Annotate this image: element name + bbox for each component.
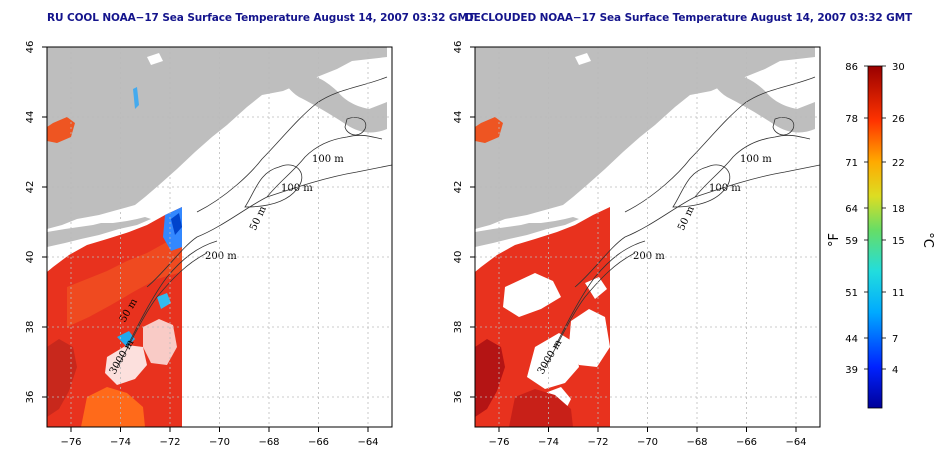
colorbar-fahrenheit-tick-label: 51: [845, 288, 858, 299]
right-lat-tick-label: 36: [453, 391, 464, 404]
fahrenheit-unit-label: °F: [827, 233, 842, 247]
right-sst-swath: [475, 53, 610, 427]
right-lon-tick-label: −76: [488, 437, 509, 448]
left-lat-tick-label: 44: [25, 111, 36, 124]
left-contour-label-100m-a: 100 m: [312, 154, 344, 165]
colorbar-fahrenheit-tick-label: 78: [845, 114, 858, 125]
colorbar-celsius-tick-label: 7: [892, 334, 898, 345]
colorbar-celsius-tick-label: 30: [892, 62, 905, 73]
right-lat-tick-label: 40: [453, 251, 464, 264]
right-graticule: [475, 46, 820, 427]
right-map-title: DECLOUDED NOAA−17 Sea Surface Temperatur…: [465, 12, 913, 24]
right-lat-tick-label: 38: [453, 321, 464, 334]
left-lon-ticks: −76 −74 −72 −70 −68 −66 −64: [60, 427, 379, 448]
right-lon-tick-label: −74: [538, 437, 559, 448]
colorbar-celsius-tick-label: 26: [892, 114, 905, 125]
colorbar-fahrenheit-tick-label: 59: [845, 236, 858, 247]
right-contour-label-100m-a: 100 m: [740, 154, 772, 165]
left-lon-tick-label: −66: [308, 437, 329, 448]
left-contour-label-200m: 200 m: [205, 251, 237, 262]
left-isobath-contours: [116, 76, 393, 368]
left-lat-tick-label: 36: [25, 391, 36, 404]
right-lon-tick-label: −64: [785, 437, 806, 448]
colorbar-fahrenheit-tick-label: 86: [845, 62, 858, 73]
left-lat-tick-label: 42: [25, 181, 36, 194]
left-lat-tick-label: 46: [25, 41, 36, 54]
right-map-panel: 100 m 100 m 50 m 200 m 3000 m −76 −74 −72−…: [453, 41, 821, 448]
colorbar-fahrenheit-ticks: 86 78 71 64 59 51 44 39: [845, 62, 868, 376]
colorbar-gradient: [867, 65, 883, 409]
colorbar-celsius-tick-label: 4: [892, 365, 898, 376]
colorbar-celsius-tick-label: 18: [892, 204, 905, 215]
colorbar-celsius-tick-label: 15: [892, 236, 905, 247]
colorbar-fahrenheit-tick-label: 64: [845, 204, 858, 215]
right-contour-label-200m: 200 m: [633, 251, 665, 262]
right-lon-ticks: −76 −74 −72 −70 −68 −66 −64: [488, 427, 807, 448]
left-lon-tick-label: −68: [258, 437, 279, 448]
right-lat-tick-label: 46: [453, 41, 464, 54]
celsius-unit-label: °C: [920, 232, 935, 248]
left-lat-tick-label: 40: [25, 251, 36, 264]
right-lon-tick-label: −68: [686, 437, 707, 448]
right-lat-tick-label: 44: [453, 111, 464, 124]
colorbar-celsius-ticks: 30 26 22 18 15 11 7 4: [882, 62, 905, 376]
temperature-colorbar: 86 78 71 64 59 51 44 39 30 26 22 18 15 11 7 4 °F °C: [827, 62, 935, 409]
left-lat-ticks: 46 44 42 40 38 36: [25, 41, 47, 404]
left-lon-tick-label: −64: [357, 437, 378, 448]
left-lon-tick-label: −72: [159, 437, 180, 448]
colorbar-fahrenheit-tick-label: 71: [845, 158, 858, 169]
left-lat-tick-label: 38: [25, 321, 36, 334]
right-contour-label-100m-b: 100 m: [709, 183, 741, 194]
left-graticule: [47, 46, 392, 427]
right-lon-tick-label: −66: [736, 437, 757, 448]
colorbar-celsius-tick-label: 11: [892, 288, 905, 299]
left-contour-label-100m-b: 100 m: [281, 183, 313, 194]
right-isobath-contours: [544, 76, 821, 368]
left-lon-tick-label: −70: [209, 437, 230, 448]
colorbar-celsius-tick-label: 22: [892, 158, 905, 169]
left-lon-tick-label: −74: [110, 437, 131, 448]
right-lat-tick-label: 42: [453, 181, 464, 194]
left-lon-tick-label: −76: [60, 437, 81, 448]
right-lon-tick-label: −70: [637, 437, 658, 448]
left-map-title: RU COOL NOAA−17 Sea Surface Temperature …: [47, 12, 475, 24]
right-lat-ticks: 46 44 42 40 38 36: [453, 41, 475, 404]
left-map-panel: 100 m 100 m 50 m 200 m 50 m 3000 m −76 −7…: [25, 41, 393, 448]
colorbar-fahrenheit-tick-label: 39: [845, 365, 858, 376]
colorbar-fahrenheit-tick-label: 44: [845, 334, 858, 345]
left-sst-swath: [47, 53, 182, 427]
right-lon-tick-label: −72: [587, 437, 608, 448]
